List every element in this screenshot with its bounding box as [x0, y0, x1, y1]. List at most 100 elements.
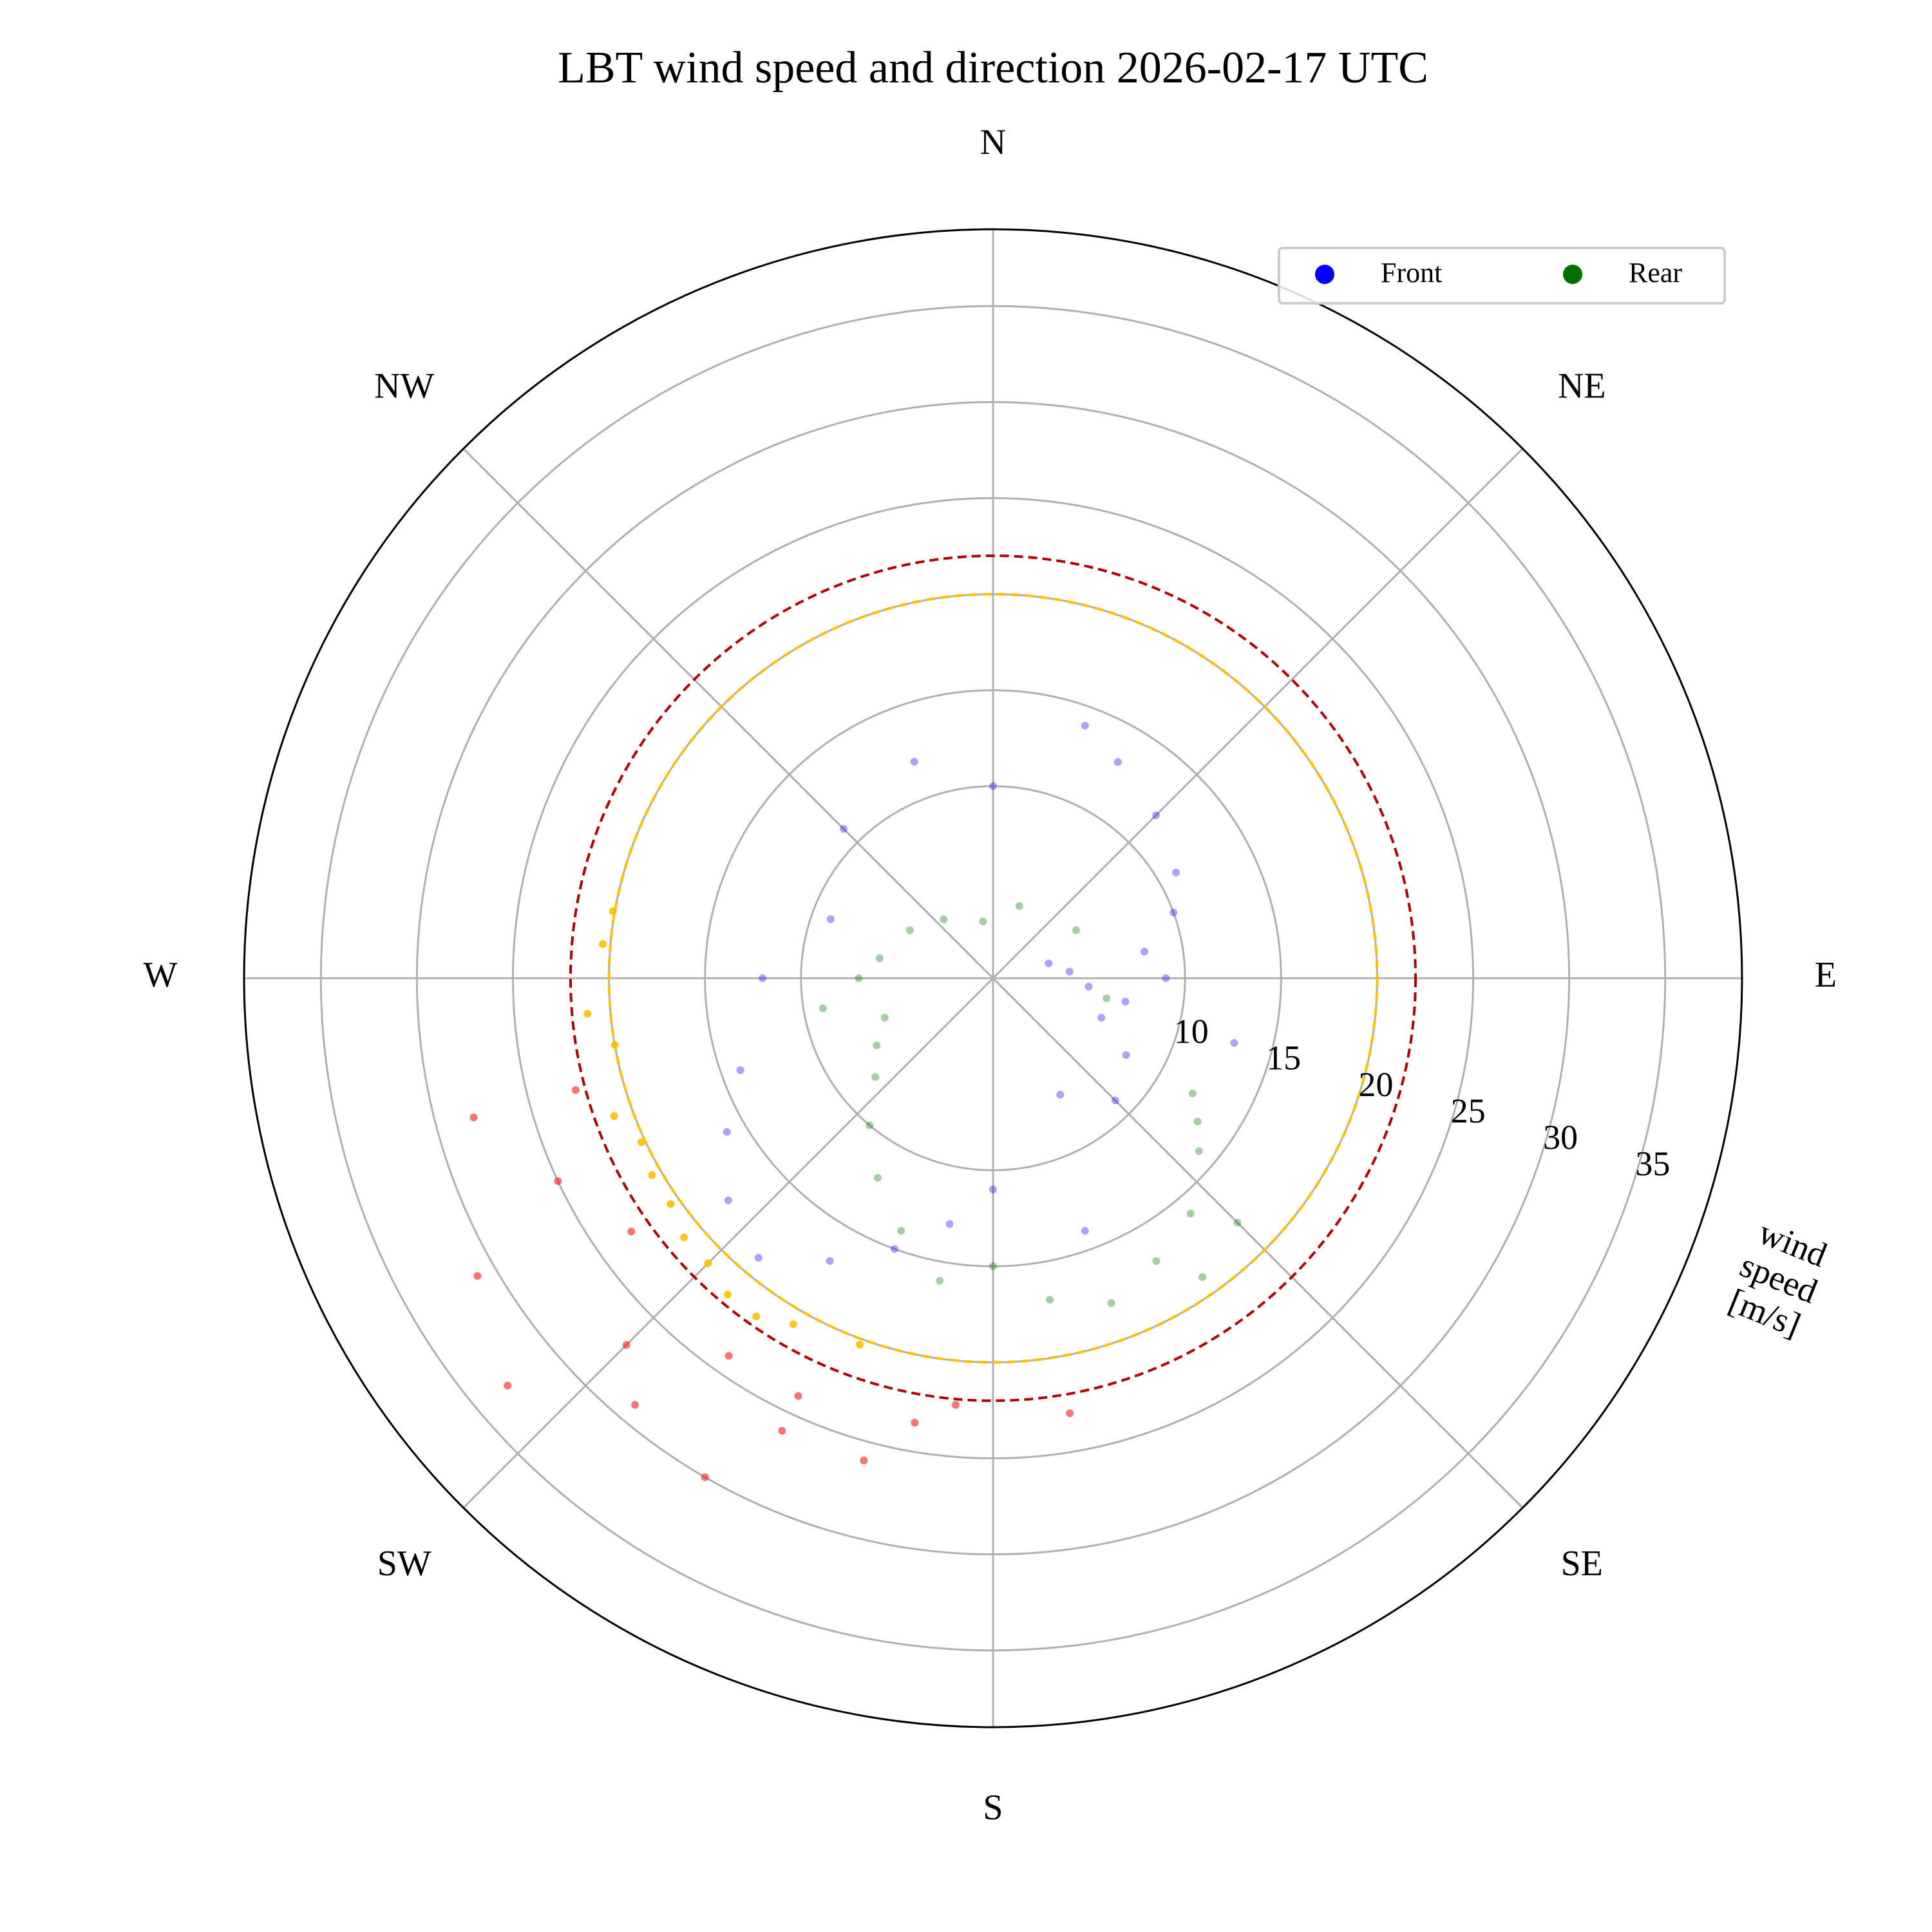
y-tick-label: 10	[1174, 1012, 1209, 1051]
legend-marker	[1315, 265, 1334, 284]
x-tick-label: W	[144, 955, 178, 995]
y-tick-label: 30	[1543, 1118, 1578, 1157]
data-point	[1103, 994, 1111, 1003]
data-point	[875, 954, 884, 962]
data-point	[1233, 1218, 1242, 1227]
data-point	[571, 1086, 580, 1094]
legend-box	[1278, 247, 1726, 305]
data-point	[989, 782, 997, 790]
data-point	[826, 1257, 834, 1265]
data-point	[627, 1227, 636, 1236]
x-tick-label: N	[980, 122, 1006, 162]
data-point	[1172, 868, 1180, 876]
data-point	[866, 1121, 874, 1130]
data-point	[826, 915, 835, 923]
data-point	[819, 1004, 827, 1012]
data-point	[1015, 902, 1023, 910]
data-point	[778, 1426, 786, 1435]
data-point	[1186, 1209, 1195, 1218]
data-point	[1111, 1096, 1119, 1104]
data-point	[752, 1312, 761, 1321]
data-point	[704, 1259, 712, 1267]
data-point	[1065, 967, 1074, 976]
data-point	[504, 1381, 512, 1390]
data-point	[1081, 721, 1089, 730]
data-point	[945, 1220, 954, 1228]
data-point	[723, 1128, 731, 1136]
data-point	[789, 1320, 797, 1329]
data-point	[759, 974, 767, 982]
data-point	[940, 915, 948, 923]
legend-marker	[1563, 265, 1582, 284]
data-point	[840, 825, 848, 833]
data-point	[754, 1254, 762, 1262]
x-tick-label: NW	[374, 366, 434, 406]
data-point	[979, 917, 987, 925]
y-tick-label: 35	[1635, 1144, 1670, 1183]
data-point	[1113, 758, 1122, 766]
x-tick-label: NE	[1558, 366, 1606, 406]
y-tick-label: 25	[1451, 1092, 1486, 1130]
data-point	[871, 1073, 880, 1081]
data-point	[598, 940, 607, 948]
data-point	[911, 1419, 919, 1427]
data-point	[622, 1341, 630, 1349]
data-point	[469, 1113, 478, 1122]
data-point	[880, 1014, 889, 1022]
legend-label: Front	[1381, 257, 1442, 289]
data-point	[631, 1401, 639, 1409]
data-point	[583, 1010, 592, 1018]
data-point	[667, 1200, 675, 1208]
x-tick-label: SW	[377, 1544, 431, 1584]
data-point	[1122, 1051, 1130, 1059]
data-point	[1072, 926, 1081, 934]
grid-spoke	[992, 977, 1524, 1509]
grid-spoke	[992, 448, 1524, 980]
data-point	[952, 1401, 960, 1409]
data-point	[1193, 1117, 1202, 1126]
y-tick-label: 20	[1358, 1065, 1393, 1104]
chart-title: LBT wind speed and direction 2026-02-17 …	[558, 43, 1428, 93]
grid-spoke	[462, 977, 994, 1509]
x-tick-label: S	[983, 1788, 1003, 1828]
data-point	[1081, 1227, 1089, 1235]
data-point	[910, 757, 918, 766]
data-point	[1140, 947, 1148, 956]
data-point	[554, 1177, 562, 1186]
polar-frame	[243, 228, 1743, 1728]
data-point	[860, 1456, 868, 1464]
data-point	[989, 1262, 997, 1271]
data-point	[873, 1041, 881, 1050]
data-point	[1195, 1147, 1203, 1155]
x-tick-label: E	[1815, 955, 1837, 995]
data-point	[1162, 974, 1170, 982]
data-point	[1056, 1090, 1065, 1099]
data-point	[724, 1197, 732, 1205]
data-point	[1152, 811, 1160, 819]
data-point	[610, 1112, 618, 1121]
data-point	[724, 1352, 733, 1360]
data-point	[905, 926, 914, 934]
data-point	[897, 1227, 905, 1235]
threshold-circle	[569, 554, 1417, 1403]
data-point	[855, 974, 863, 982]
data-point	[723, 1291, 732, 1299]
x-tick-label: SE	[1561, 1544, 1603, 1584]
data-point	[989, 1186, 997, 1194]
data-point	[794, 1392, 802, 1400]
data-point	[1097, 1014, 1106, 1022]
data-point	[1066, 1409, 1074, 1417]
legend-label: Rear	[1629, 257, 1682, 289]
data-point	[1230, 1039, 1238, 1047]
data-point	[648, 1171, 656, 1179]
data-point	[1188, 1089, 1197, 1097]
data-point	[1107, 1299, 1115, 1307]
data-point	[473, 1272, 482, 1280]
data-point	[891, 1245, 899, 1253]
data-point	[1084, 982, 1093, 990]
data-point	[736, 1066, 744, 1074]
y-tick-label: 15	[1266, 1039, 1301, 1077]
data-point	[855, 1340, 864, 1349]
